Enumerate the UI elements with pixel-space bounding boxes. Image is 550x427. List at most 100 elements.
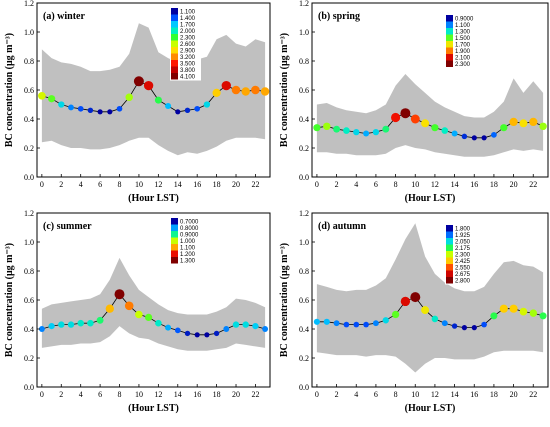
colorbar-label: 2.050: [455, 240, 471, 246]
data-point: [471, 135, 477, 141]
colorbar-swatch: [171, 47, 178, 54]
colorbar-label: 3.200: [180, 55, 196, 61]
colorbar-swatch: [171, 34, 178, 41]
x-tick-label: 8: [118, 180, 122, 189]
data-point: [77, 105, 84, 112]
data-point: [363, 321, 369, 328]
data-point: [539, 312, 547, 320]
x-tick-label: 10: [411, 180, 419, 189]
data-point: [124, 301, 134, 311]
x-axis-label: (Hour LST): [405, 193, 456, 204]
colorbar-swatch: [446, 34, 453, 41]
x-axis-label: (Hour LST): [128, 403, 179, 414]
x-tick-label: 14: [451, 390, 459, 399]
colorbar-label: 1.400: [180, 16, 196, 22]
data-point: [382, 125, 390, 133]
colorbar-label: 2.300: [180, 36, 196, 42]
x-tick-label: 6: [374, 180, 378, 189]
colorbar-label: 1.100: [180, 10, 196, 16]
colorbar-label: 2.100: [455, 56, 471, 62]
data-point: [232, 321, 240, 328]
colorbar-swatch: [446, 15, 453, 22]
colorbar-swatch: [446, 264, 453, 271]
data-point: [400, 296, 411, 307]
data-point: [313, 318, 320, 325]
data-point: [421, 119, 430, 128]
x-tick-label: 4: [79, 180, 83, 189]
data-point: [154, 96, 162, 104]
y-axis-label: BC concentration (μg m⁻³): [279, 243, 290, 357]
x-tick-label: 12: [154, 180, 162, 189]
y-tick-label: 0.8: [24, 267, 34, 276]
data-point: [509, 117, 518, 127]
data-point: [87, 319, 94, 327]
data-point: [135, 310, 143, 319]
colorbar-label: 1.300: [180, 259, 196, 265]
colorbar-swatch: [171, 250, 178, 257]
data-point: [97, 109, 103, 115]
colorbar-swatch: [446, 238, 453, 245]
data-point: [241, 87, 250, 96]
data-point: [252, 322, 259, 330]
colorbar-label: 2.675: [455, 272, 471, 278]
data-point: [107, 109, 113, 115]
data-point: [144, 313, 153, 322]
range-band: [41, 257, 266, 351]
data-point: [363, 130, 370, 137]
chart-panel-4: 0 2 4 6 8 10 12 14 16 18 20 22 0.0 0.2 0.4 0.6 0.8 1.0 1.2…: [279, 209, 549, 414]
data-point: [343, 321, 350, 328]
chart-panel-1: 0 2 4 6 8 10 12 14 16 18 20 22 0.0 0.2 0.4 0.6 0.8 1.0 1.2…: [4, 0, 271, 204]
colorbar-swatch: [171, 218, 178, 225]
colorbar-swatch: [171, 27, 178, 34]
colorbar-label: 2.425: [455, 259, 471, 265]
x-tick-label: 20: [232, 180, 240, 189]
data-point: [184, 107, 191, 114]
data-point: [133, 76, 144, 87]
data-point: [499, 304, 508, 313]
colorbar-swatch: [171, 231, 178, 238]
panel-title: (b) spring: [318, 11, 360, 22]
panel-title: (c) summer: [43, 221, 92, 232]
data-point: [260, 87, 270, 96]
data-point: [194, 332, 200, 338]
x-tick-label: 16: [470, 180, 478, 189]
data-point: [451, 130, 458, 137]
y-tick-label: 0.8: [24, 57, 34, 66]
colorbar-swatch: [171, 40, 178, 47]
colorbar-swatch: [446, 231, 453, 238]
colorbar-swatch: [446, 225, 453, 232]
colorbar-swatch: [446, 277, 453, 284]
colorbar-label: 1.100: [180, 246, 196, 252]
y-tick-label: 1.0: [299, 28, 309, 37]
x-tick-label: 18: [213, 390, 221, 399]
data-point: [451, 323, 458, 329]
panel-title: (a) winter: [43, 11, 85, 22]
y-axis-label: BC concentration (μg m⁻³): [4, 243, 15, 357]
x-tick-label: 2: [335, 390, 339, 399]
x-tick-label: 18: [490, 390, 498, 399]
colorbar-label: 0.9000: [180, 233, 199, 239]
data-point: [529, 309, 538, 317]
x-tick-label: 2: [59, 390, 63, 399]
colorbar-legend: 1.8001.9252.0502.1752.3002.4252.5502.675…: [445, 224, 476, 285]
data-point: [68, 104, 74, 111]
data-point: [262, 326, 269, 332]
data-point: [391, 112, 401, 123]
y-tick-label: 0.0: [299, 173, 309, 182]
range-band: [316, 74, 544, 157]
x-tick-label: 0: [40, 180, 44, 189]
data-point: [116, 105, 123, 112]
colorbar-label: 1.500: [455, 36, 471, 42]
x-tick-label: 4: [354, 390, 358, 399]
colorbar-swatch: [171, 257, 178, 264]
data-point: [47, 95, 56, 103]
colorbar-swatch: [446, 257, 453, 264]
data-point: [509, 304, 518, 313]
colorbar-label: 0.9000: [455, 17, 474, 23]
y-tick-label: 0.8: [299, 57, 309, 66]
y-tick-label: 1.2: [24, 209, 34, 218]
colorbar-label: 0.7000: [180, 220, 199, 226]
x-tick-label: 20: [510, 180, 518, 189]
data-point: [125, 93, 133, 102]
